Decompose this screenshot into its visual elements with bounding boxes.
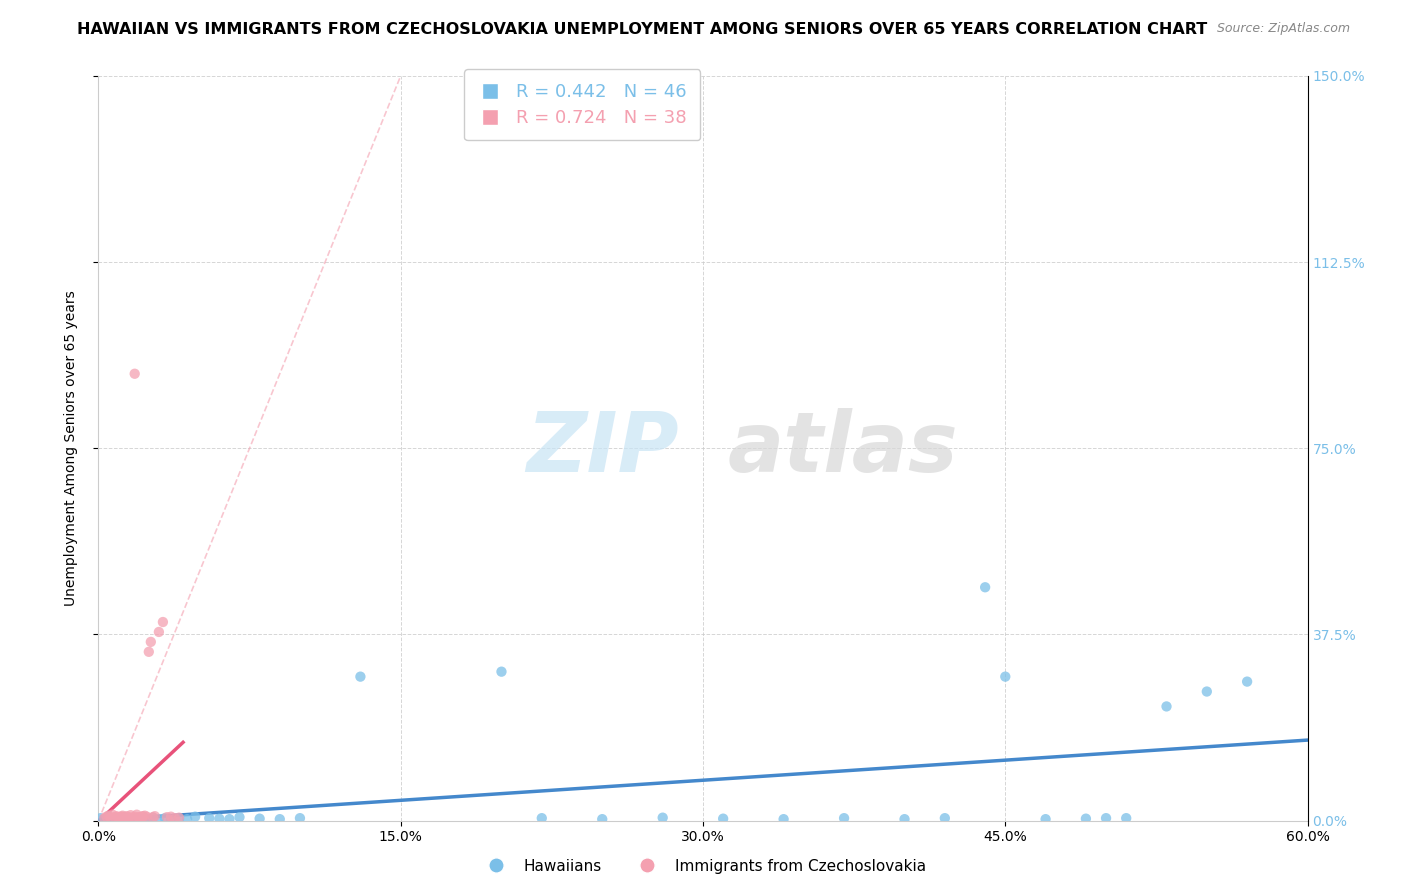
Point	[160, 813, 183, 827]
Legend: Hawaiians, Immigrants from Czechoslovakia: Hawaiians, Immigrants from Czechoslovaki…	[474, 853, 932, 880]
Point	[97, 808, 120, 822]
Point	[125, 807, 148, 822]
Point	[143, 809, 166, 823]
Point	[218, 812, 240, 826]
Point	[128, 810, 150, 824]
Point	[167, 812, 190, 826]
Point	[100, 811, 122, 825]
Text: atlas: atlas	[727, 408, 957, 489]
Point	[105, 812, 128, 826]
Point	[135, 810, 157, 824]
Point	[124, 367, 146, 381]
Point	[152, 615, 174, 629]
Point	[1115, 811, 1137, 825]
Point	[134, 808, 156, 822]
Point	[138, 645, 160, 659]
Point	[121, 811, 143, 825]
Point	[101, 807, 124, 822]
Point	[118, 810, 141, 824]
Point	[208, 812, 231, 826]
Point	[1236, 674, 1258, 689]
Point	[1195, 684, 1218, 698]
Text: Source: ZipAtlas.com: Source: ZipAtlas.com	[1216, 22, 1350, 36]
Point	[591, 812, 613, 826]
Point	[148, 812, 170, 826]
Point	[103, 810, 125, 824]
Point	[269, 812, 291, 826]
Point	[96, 810, 118, 824]
Legend: R = 0.442   N = 46, R = 0.724   N = 38: R = 0.442 N = 46, R = 0.724 N = 38	[464, 70, 700, 140]
Point	[125, 811, 148, 825]
Point	[1156, 699, 1178, 714]
Point	[118, 812, 141, 826]
Text: ZIP: ZIP	[526, 408, 679, 489]
Point	[1074, 812, 1097, 826]
Point	[128, 811, 150, 825]
Point	[129, 812, 152, 826]
Point	[93, 812, 115, 826]
Point	[111, 808, 134, 822]
Point	[107, 810, 129, 824]
Point	[651, 811, 673, 825]
Point	[120, 808, 142, 822]
Point	[711, 812, 734, 826]
Text: HAWAIIAN VS IMMIGRANTS FROM CZECHOSLOVAKIA UNEMPLOYMENT AMONG SENIORS OVER 65 YE: HAWAIIAN VS IMMIGRANTS FROM CZECHOSLOVAK…	[77, 22, 1208, 37]
Point	[153, 811, 176, 825]
Point	[1095, 811, 1118, 825]
Point	[121, 813, 143, 827]
Point	[111, 810, 134, 824]
Point	[893, 812, 915, 826]
Point	[184, 810, 207, 824]
Point	[198, 811, 221, 825]
Point	[134, 812, 156, 826]
Point	[114, 811, 136, 825]
Point	[89, 811, 111, 825]
Point	[132, 809, 155, 823]
Point	[110, 813, 132, 827]
Point	[349, 670, 371, 684]
Point	[139, 635, 162, 649]
Y-axis label: Unemployment Among Seniors over 65 years: Unemployment Among Seniors over 65 years	[63, 291, 77, 606]
Point	[530, 811, 553, 825]
Point	[167, 811, 190, 825]
Point	[228, 810, 250, 824]
Point	[115, 809, 138, 823]
Point	[132, 810, 155, 824]
Point	[110, 810, 132, 824]
Point	[163, 811, 186, 825]
Point	[974, 580, 997, 594]
Point	[129, 811, 152, 825]
Point	[772, 812, 794, 826]
Point	[142, 811, 165, 825]
Point	[138, 813, 160, 827]
Point	[93, 811, 115, 825]
Point	[832, 811, 855, 825]
Point	[105, 809, 128, 823]
Point	[491, 665, 513, 679]
Point	[101, 813, 124, 827]
Point	[156, 810, 179, 824]
Point	[994, 670, 1017, 684]
Point	[142, 810, 165, 824]
Point	[249, 812, 271, 826]
Point	[124, 810, 146, 824]
Point	[934, 811, 956, 825]
Point	[288, 811, 311, 825]
Point	[148, 624, 170, 639]
Point	[160, 810, 183, 824]
Point	[114, 811, 136, 825]
Point	[118, 811, 141, 825]
Point	[107, 811, 129, 825]
Point	[97, 810, 120, 824]
Point	[1035, 812, 1057, 826]
Point	[176, 812, 198, 826]
